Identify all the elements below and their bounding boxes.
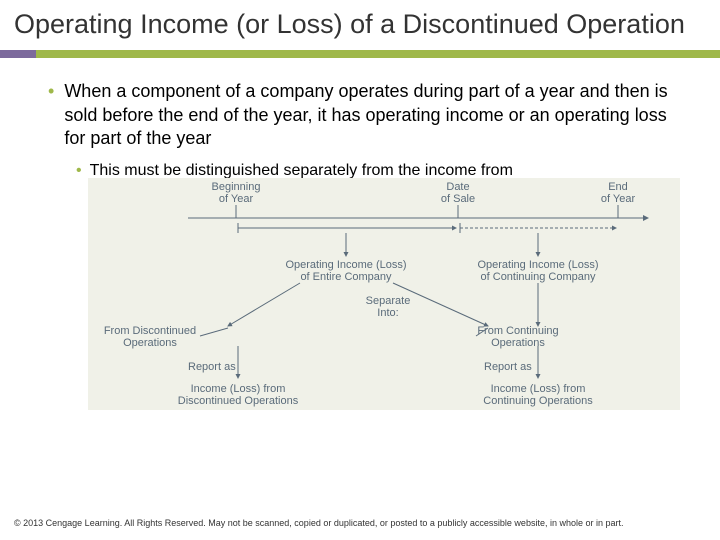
- label-disc-l2: Operations: [123, 337, 177, 349]
- label-disc-l1: From Discontinued: [104, 325, 196, 337]
- rule-accent: [0, 50, 36, 58]
- rule-main: [36, 50, 720, 58]
- bullet-dot-icon: •: [48, 80, 54, 150]
- label-disc-result-l1: Income (Loss) from: [191, 383, 286, 395]
- title-area: Operating Income (or Loss) of a Disconti…: [0, 0, 720, 46]
- bullet-text-main: When a component of a company operates d…: [64, 80, 690, 150]
- label-beginning-l1: Beginning: [212, 181, 261, 193]
- page-title: Operating Income (or Loss) of a Disconti…: [14, 8, 706, 40]
- bullet-level-1: • When a component of a company operates…: [48, 80, 690, 150]
- label-cont-result-l1: Income (Loss) from: [491, 383, 586, 395]
- label-seg-right-l1: Operating Income (Loss): [477, 259, 598, 271]
- label-report-disc: Report as: [188, 361, 236, 373]
- bullet-dot-icon: •: [76, 161, 82, 180]
- title-rule: [0, 50, 720, 58]
- label-seg-left-l1: Operating Income (Loss): [285, 259, 406, 271]
- diagram-svg: Beginning of Year Date of Sale End of Ye…: [88, 178, 680, 410]
- copyright-footer: © 2013 Cengage Learning. All Rights Rese…: [14, 518, 706, 528]
- label-date-l1: Date: [446, 181, 469, 193]
- label-cont-result-l2: Continuing Operations: [483, 395, 593, 407]
- label-separate-l1: Separate: [366, 295, 411, 307]
- timeline-diagram: Beginning of Year Date of Sale End of Ye…: [88, 178, 680, 410]
- label-cont-l1: From Continuing: [477, 325, 558, 337]
- label-report-cont: Report as: [484, 361, 532, 373]
- label-date-l2: of Sale: [441, 193, 475, 205]
- label-end-l2: of Year: [601, 193, 636, 205]
- label-end-l1: End: [608, 181, 628, 193]
- label-beginning-l2: of Year: [219, 193, 254, 205]
- content-area: • When a component of a company operates…: [0, 58, 720, 179]
- label-separate-l2: Into:: [377, 307, 398, 319]
- label-seg-left-l2: of Entire Company: [300, 271, 392, 283]
- label-disc-result-l2: Discontinued Operations: [178, 395, 299, 407]
- label-seg-right-l2: of Continuing Company: [481, 271, 596, 283]
- label-cont-l2: Operations: [491, 337, 545, 349]
